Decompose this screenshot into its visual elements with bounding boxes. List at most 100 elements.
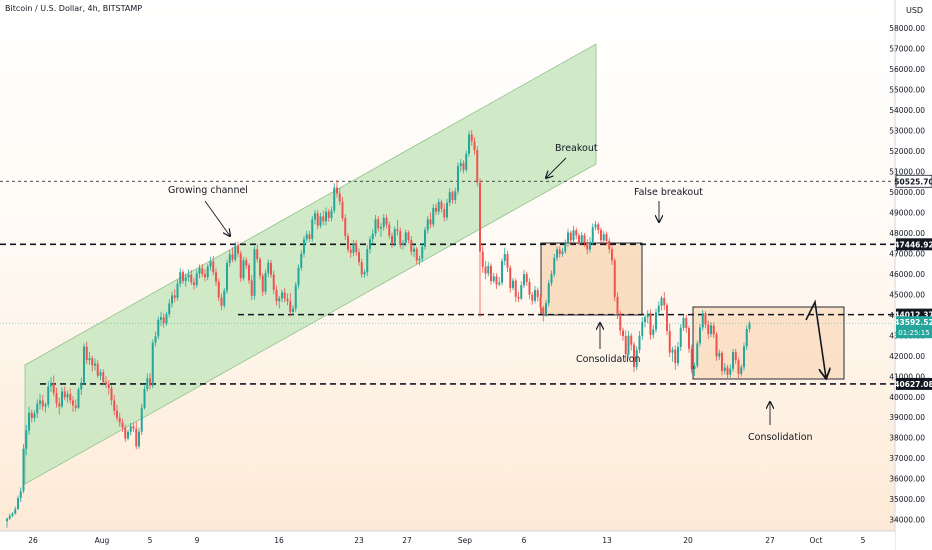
candle (611, 246, 613, 265)
candles (6, 129, 751, 528)
candle (635, 346, 638, 371)
candle (113, 394, 116, 416)
candle-body (710, 325, 712, 335)
candle-body (366, 249, 369, 273)
candle-body (138, 431, 140, 447)
candle-body (190, 274, 193, 283)
candle-body (380, 227, 382, 229)
candle (118, 412, 121, 427)
candle-body (487, 265, 490, 274)
candle (110, 384, 113, 406)
candle-body (374, 219, 377, 234)
candle (102, 369, 105, 386)
candle (413, 244, 415, 257)
candle-body (481, 251, 484, 267)
candle (671, 346, 674, 362)
candle (94, 358, 96, 371)
candle-body (39, 400, 41, 404)
candle-body (206, 266, 209, 278)
candle (721, 351, 723, 376)
candle (242, 256, 245, 281)
candle-body (501, 261, 503, 283)
candle-body (289, 300, 292, 313)
growing-channel-label: Growing channel (168, 185, 248, 196)
candle (215, 268, 217, 286)
candle-body (649, 313, 652, 335)
time-tick-label: 13 (602, 536, 612, 545)
candle (179, 268, 182, 288)
candle-body (484, 266, 487, 274)
candle (646, 310, 649, 324)
candle (121, 418, 124, 433)
candle-body (168, 303, 171, 315)
candle (374, 214, 377, 237)
candle-body (69, 394, 72, 401)
candle-body (162, 317, 165, 324)
price-tag-text: 44012.37 (894, 311, 932, 320)
candle (495, 273, 498, 289)
candle (352, 239, 355, 257)
candle (446, 198, 448, 221)
candle-body (531, 294, 534, 301)
candle (457, 162, 459, 195)
candle-body (638, 335, 641, 351)
candle-body (413, 248, 415, 252)
price-tick-label: 51000.00 (889, 168, 925, 177)
candle-body (283, 292, 286, 299)
candle-body (226, 263, 228, 291)
candle (616, 292, 619, 319)
candle-body (437, 201, 440, 212)
candle-body (245, 260, 248, 266)
candle (281, 289, 283, 303)
price-tick-label: 34000.00 (889, 516, 925, 525)
candle (228, 249, 231, 267)
breakout-label: Breakout (555, 143, 598, 154)
time-tick-label: 27 (402, 536, 412, 545)
price-tag-level-support: 40627.08 (894, 377, 932, 390)
candle-body (360, 262, 363, 275)
current-price-box (896, 316, 932, 339)
candle-body (660, 297, 663, 306)
candle-body (160, 317, 162, 320)
candle-body (553, 257, 556, 275)
candle-body (193, 282, 195, 285)
candle (184, 273, 187, 287)
candle-body (124, 427, 127, 439)
candle-body (129, 426, 132, 432)
candle-body (311, 219, 314, 239)
candle (473, 137, 476, 155)
candle (217, 278, 220, 301)
candle (564, 239, 567, 254)
candle (492, 272, 495, 284)
candle-body (655, 312, 657, 330)
candle-body (253, 249, 256, 296)
time-tick-label: 16 (274, 536, 284, 545)
candle-body (286, 298, 289, 301)
candle (630, 333, 633, 351)
candle (212, 255, 215, 276)
candle-body (624, 336, 627, 355)
price-tick-label: 39000.00 (889, 413, 925, 422)
candle-body (583, 235, 586, 243)
price-tick-label: 57000.00 (889, 45, 925, 54)
candle-body (627, 335, 630, 355)
time-tick-label: 20 (683, 536, 693, 545)
price-tag-box (895, 174, 932, 188)
candle (220, 293, 223, 311)
candle (619, 310, 622, 336)
time-tick-label: 23 (354, 536, 364, 545)
countdown-text: 01:25:15 (898, 329, 929, 337)
candle (382, 213, 385, 231)
candle (517, 291, 520, 303)
price-tag-level-middle: 47446.92 (894, 238, 932, 251)
candle (410, 236, 413, 256)
candle-body (198, 268, 201, 274)
candle-body (399, 231, 402, 246)
candle-body (701, 313, 704, 328)
candle-body (594, 224, 597, 228)
candle (234, 241, 237, 262)
candle (583, 232, 586, 247)
candle (154, 331, 157, 347)
